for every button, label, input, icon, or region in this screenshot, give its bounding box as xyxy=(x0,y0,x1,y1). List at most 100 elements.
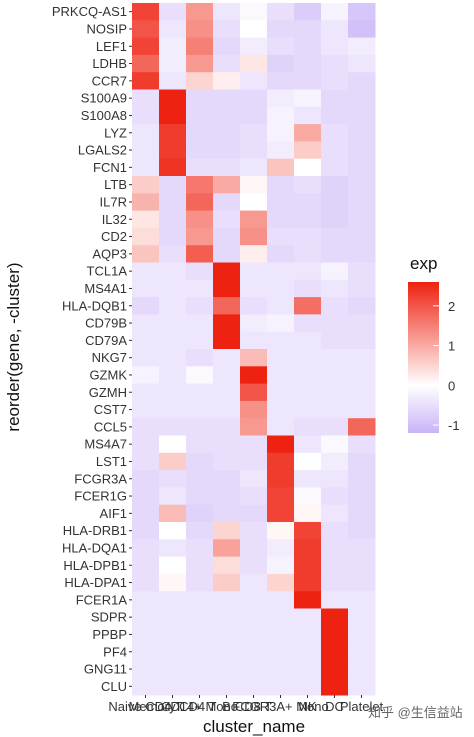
heatmap-cell xyxy=(321,504,349,523)
heatmap-cell xyxy=(132,573,160,592)
heatmap-cell xyxy=(267,556,295,575)
heatmap-cell xyxy=(186,504,214,523)
cluster-label: B xyxy=(222,699,231,714)
cluster-label: NK xyxy=(298,699,316,714)
heatmap-cell xyxy=(267,37,295,56)
heatmap-cell xyxy=(132,89,160,108)
gene-label: PPBP xyxy=(92,627,127,642)
heatmap-cell xyxy=(294,245,322,263)
heatmap-cell xyxy=(159,573,187,592)
heatmap-cell xyxy=(267,660,295,679)
gene-label: AQP3 xyxy=(92,246,127,261)
heatmap-cell xyxy=(240,89,268,108)
heatmap-cell xyxy=(159,470,187,488)
heatmap-cell xyxy=(267,608,295,627)
heatmap-cell xyxy=(348,522,376,540)
heatmap-cell xyxy=(348,556,376,575)
heatmap-cell xyxy=(240,643,268,661)
cluster-label: FCGR3A+ Mono xyxy=(232,699,328,714)
heatmap-cell xyxy=(294,660,322,679)
gene-label: LYZ xyxy=(104,125,127,140)
heatmap-cell xyxy=(186,210,214,229)
heatmap-cell xyxy=(132,556,160,575)
heatmap-cell xyxy=(321,72,349,90)
gene-label: NKG7 xyxy=(92,350,127,365)
heatmap-cell xyxy=(321,331,349,350)
heatmap-cell xyxy=(267,262,295,281)
heatmap-cell xyxy=(267,470,295,488)
heatmap-cell xyxy=(321,124,349,142)
heatmap-cell xyxy=(321,297,349,315)
heatmap-cell xyxy=(186,124,214,142)
gene-label: GNG11 xyxy=(84,662,127,677)
heatmap-cell xyxy=(132,158,160,177)
heatmap-cell xyxy=(294,418,322,436)
heatmap-cell xyxy=(294,89,322,108)
heatmap-cell xyxy=(213,556,241,575)
heatmap-cell xyxy=(294,54,322,73)
heatmap-cell xyxy=(267,435,295,454)
heatmap-cell xyxy=(159,539,187,558)
heatmap-cell xyxy=(186,158,214,177)
heatmap-cell xyxy=(213,262,241,281)
gene-label: CLU xyxy=(101,679,127,694)
heatmap-cell xyxy=(132,643,160,661)
heatmap-cell xyxy=(267,522,295,540)
heatmap-cell xyxy=(321,54,349,73)
heatmap-cell xyxy=(348,383,376,402)
heatmap-cell xyxy=(159,660,187,679)
gene-label: GZMH xyxy=(89,385,127,400)
heatmap-cell xyxy=(132,314,160,333)
heatmap-cell xyxy=(348,418,376,436)
heatmap-cell xyxy=(213,158,241,177)
cluster-label: CD8 T xyxy=(235,699,272,714)
heatmap-cell xyxy=(132,418,160,436)
heatmap-cell xyxy=(321,366,349,385)
heatmap-cell xyxy=(294,504,322,523)
heatmap-cell xyxy=(186,383,214,402)
heatmap-cell xyxy=(240,591,268,609)
heatmap-cell xyxy=(321,660,349,679)
heatmap-cell xyxy=(348,331,376,350)
heatmap-cell xyxy=(159,366,187,385)
heatmap-cell xyxy=(348,89,376,108)
heatmap-cell xyxy=(132,504,160,523)
legend: exp 2 1 0 -1 xyxy=(408,254,460,433)
heatmap-cell xyxy=(240,3,268,21)
heatmap-cell xyxy=(267,72,295,90)
gene-label: S100A8 xyxy=(81,108,127,123)
heatmap-cell xyxy=(213,573,241,592)
heatmap-cell xyxy=(348,625,376,644)
heatmap-cell xyxy=(321,573,349,592)
heatmap-cell xyxy=(267,349,295,367)
heatmap-cell xyxy=(213,141,241,160)
heatmap-cell xyxy=(348,660,376,679)
gene-label: CCL5 xyxy=(94,419,127,434)
heatmap-cell xyxy=(348,643,376,661)
heatmap-cell xyxy=(321,625,349,644)
heatmap-cell xyxy=(159,487,187,506)
heatmap-cell xyxy=(186,487,214,506)
heatmap-cell xyxy=(294,124,322,142)
heatmap-cell xyxy=(186,435,214,454)
heatmap-cell xyxy=(213,279,241,298)
gene-label: LDHB xyxy=(92,56,127,71)
heatmap-cell xyxy=(159,331,187,350)
heatmap-cell xyxy=(159,643,187,661)
heatmap-cell xyxy=(213,660,241,679)
gene-label: LEF1 xyxy=(96,39,127,54)
heatmap-cell xyxy=(321,193,349,212)
heatmap-cell xyxy=(348,245,376,263)
cluster-label: Platelet xyxy=(340,699,384,714)
legend-ticks: 2 1 0 -1 xyxy=(433,299,460,433)
gene-labels: PRKCQ-AS1 NOSIP LEF1 LDHB CCR7 S100A9 S100A8 LY… xyxy=(52,4,132,694)
heatmap-cell xyxy=(267,625,295,644)
legend-tick-label: -1 xyxy=(448,418,460,433)
legend-title: exp xyxy=(410,254,437,273)
heatmap-cell xyxy=(267,573,295,592)
heatmap-cell xyxy=(132,660,160,679)
heatmap-cell xyxy=(240,37,268,56)
heatmap-cell xyxy=(186,331,214,350)
heatmap-cell xyxy=(240,176,268,194)
heatmap-cell xyxy=(132,297,160,315)
